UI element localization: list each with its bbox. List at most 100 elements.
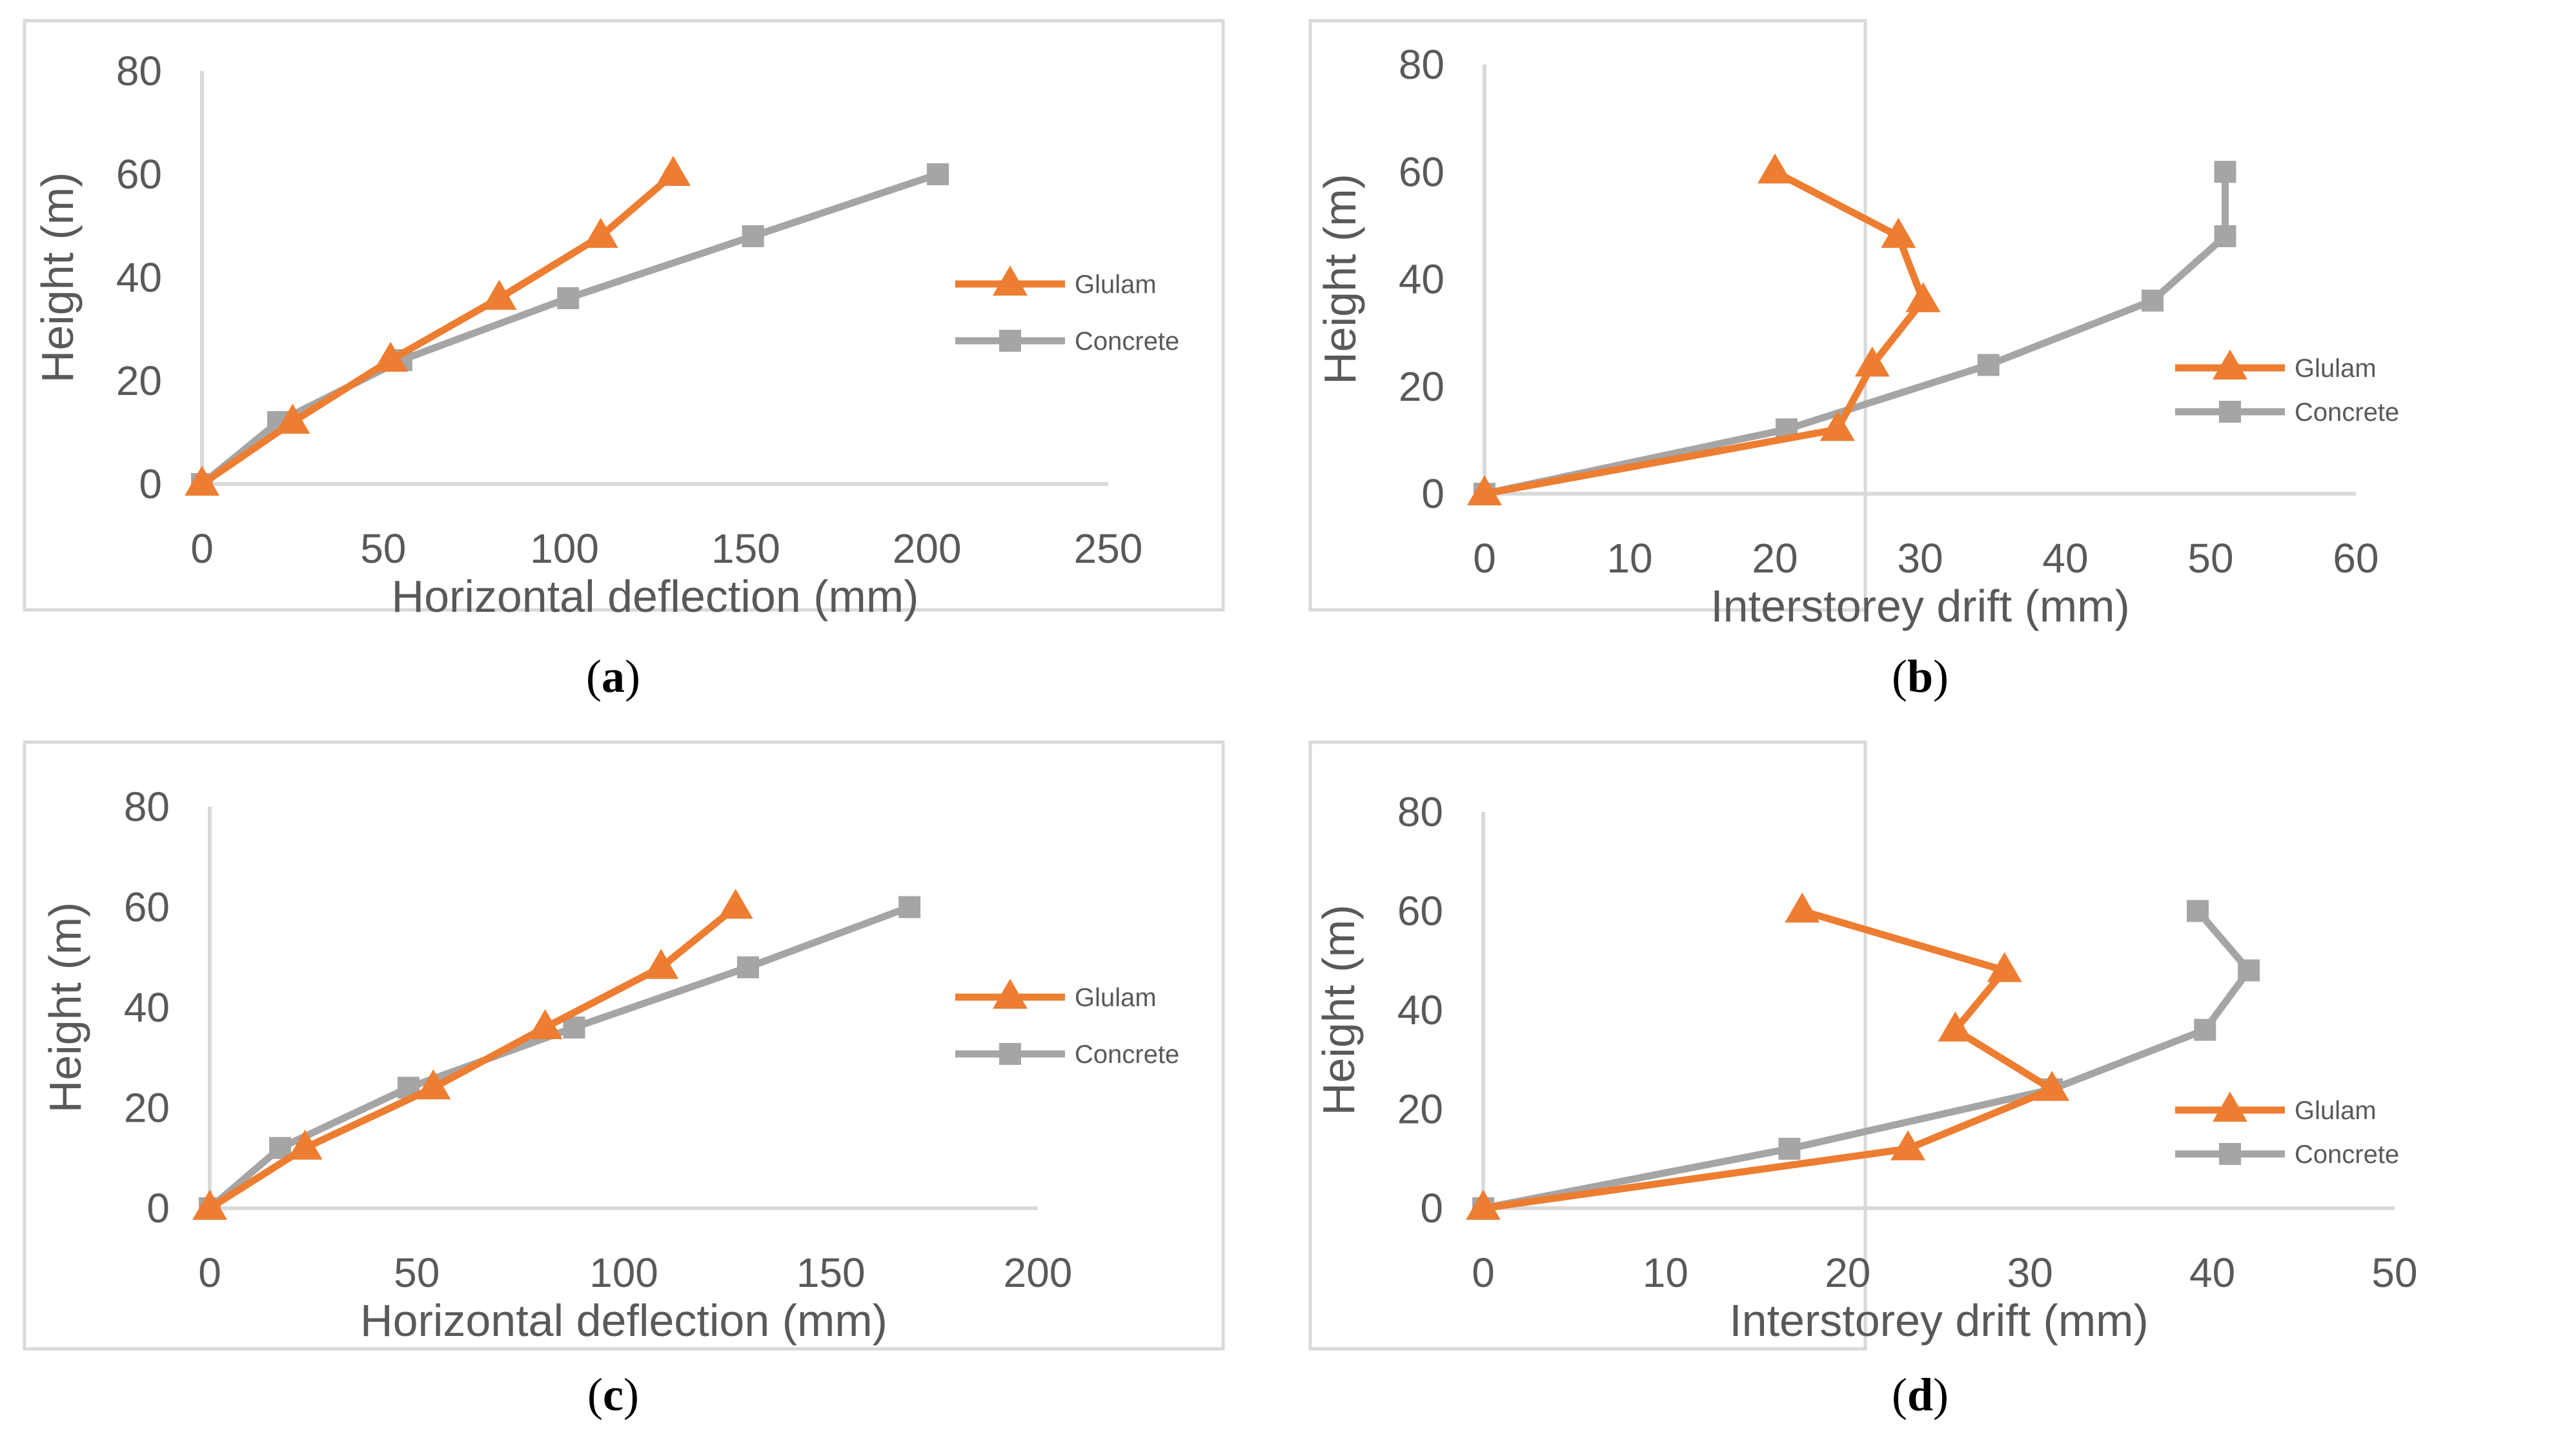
x-tick-label: 10	[1606, 535, 1652, 581]
y-tick-label: 60	[1397, 888, 1443, 935]
legend-label: Concrete	[2295, 1140, 2399, 1169]
x-tick-label: 40	[2042, 535, 2088, 581]
y-tick-label: 20	[1397, 1086, 1443, 1133]
data-point-concrete	[2238, 959, 2260, 982]
data-point-concrete	[2187, 900, 2209, 922]
data-point-glulam	[1938, 1011, 1973, 1042]
data-point-glulam	[527, 1009, 563, 1040]
y-tick-label: 80	[1399, 41, 1444, 88]
data-point-glulam	[2034, 1071, 2070, 1101]
data-point-glulam	[1881, 217, 1916, 248]
data-point-glulam	[1466, 1189, 1501, 1220]
x-tick-label: 50	[2187, 535, 2233, 581]
data-point-glulam	[718, 889, 753, 919]
y-tick-label: 0	[147, 1185, 170, 1231]
x-tick-label: 50	[360, 525, 406, 572]
data-point-glulam	[185, 465, 219, 496]
legend-marker	[993, 265, 1028, 296]
data-point-glulam	[287, 1129, 323, 1160]
data-point-glulam	[1890, 1130, 1925, 1160]
legend-item-glulam: Glulam	[2175, 349, 2377, 383]
x-tick-label: 200	[893, 525, 962, 572]
chart-panel-d: 0 20 40 60 80 0 10 20 30 40 50 Interstorey drift (m…	[1308, 740, 2418, 1421]
panel-caption: (a)	[586, 651, 640, 702]
legend-item-concrete: Concrete	[2175, 398, 2399, 427]
series-glulam	[1467, 153, 1941, 505]
x-tick-label: 50	[2371, 1249, 2417, 1296]
y-tick-label: 0	[1420, 1185, 1443, 1231]
y-tick-label: 80	[124, 784, 170, 830]
data-point-concrete	[2214, 161, 2236, 183]
data-point-concrete	[557, 287, 580, 309]
legend-label: Glulam	[2295, 1097, 2377, 1125]
x-tick-label: 100	[530, 525, 599, 572]
data-point-concrete	[2194, 1018, 2216, 1041]
legend-label: Concrete	[1075, 327, 1179, 356]
x-tick-label: 20	[1825, 1249, 1870, 1296]
x-tick-label: 20	[1752, 535, 1798, 581]
data-point-glulam	[1987, 952, 2022, 982]
x-tick-label: 100	[589, 1249, 658, 1296]
y-tick-label: 20	[1399, 363, 1444, 410]
x-tick-label: 60	[2333, 535, 2378, 581]
legend-marker	[2213, 349, 2247, 379]
legend-label: Glulam	[1075, 984, 1157, 1012]
legend-label: Concrete	[1075, 1040, 1179, 1069]
x-tick-label: 150	[796, 1249, 866, 1296]
y-tick-label: 40	[116, 254, 162, 301]
y-tick-label: 60	[1399, 148, 1444, 195]
data-point-glulam	[1905, 282, 1941, 312]
legend-item-concrete: Concrete	[955, 1040, 1179, 1069]
y-tick-label: 0	[139, 461, 162, 507]
x-tick-label: 150	[711, 525, 780, 572]
y-tick-label: 80	[1397, 789, 1443, 835]
y-axis-title: Height (m)	[32, 172, 83, 383]
x-tick-label: 0	[190, 525, 214, 572]
data-point-glulam	[644, 949, 679, 979]
y-tick-label: 20	[124, 1085, 170, 1131]
data-point-concrete	[742, 225, 764, 247]
legend-item-concrete: Concrete	[955, 327, 1179, 356]
legend-label: Glulam	[1075, 270, 1157, 299]
legend-marker	[2213, 1091, 2247, 1122]
panel-caption: (d)	[1892, 1369, 1949, 1421]
series-glulam	[185, 156, 691, 496]
series-glulam	[1466, 893, 2070, 1220]
legend-marker	[2219, 1143, 2241, 1165]
series-line-glulam	[1484, 168, 1927, 498]
x-tick-label: 30	[1897, 535, 1943, 581]
legend-item-glulam: Glulam	[955, 978, 1157, 1012]
x-tick-label: 10	[1643, 1249, 1688, 1296]
y-tick-label: 60	[124, 884, 170, 931]
legend-marker	[999, 1043, 1021, 1065]
panel-caption: (c)	[587, 1369, 639, 1421]
legend-marker	[993, 978, 1028, 1009]
panel-frame	[23, 740, 1225, 1351]
x-axis-title: Horizontal deflection (mm)	[360, 1295, 887, 1346]
panel-frame	[1308, 740, 1867, 1351]
x-axis-title: Interstorey drift (mm)	[1710, 581, 2130, 631]
legend-item-glulam: Glulam	[2175, 1091, 2377, 1125]
data-point-glulam	[1785, 893, 1820, 923]
data-point-glulam	[1467, 475, 1502, 505]
data-point-concrete	[2142, 289, 2164, 312]
x-axis-title: Interstorey drift (mm)	[1729, 1295, 2149, 1346]
data-point-glulam	[481, 279, 517, 310]
x-tick-label: 0	[1473, 535, 1496, 581]
chart-panel-a: 0 20 40 60 80 0 50 100 150 200 250 Horizontal defle…	[23, 19, 1225, 702]
data-point-glulam	[416, 1069, 451, 1100]
data-point-glulam	[583, 217, 618, 248]
x-tick-label: 0	[1472, 1249, 1495, 1296]
data-point-glulam	[275, 403, 310, 434]
data-point-concrete	[736, 956, 759, 978]
data-point-concrete	[2214, 225, 2236, 247]
legend-item-concrete: Concrete	[2175, 1140, 2399, 1169]
y-tick-label: 40	[1399, 256, 1444, 303]
x-axis-title: Horizontal deflection (mm)	[392, 571, 919, 622]
series-glulam	[192, 889, 753, 1220]
legend-marker	[2219, 401, 2241, 423]
panel-caption: (b)	[1892, 651, 1949, 702]
data-point-glulam	[373, 341, 409, 372]
y-tick-label: 60	[116, 151, 162, 197]
